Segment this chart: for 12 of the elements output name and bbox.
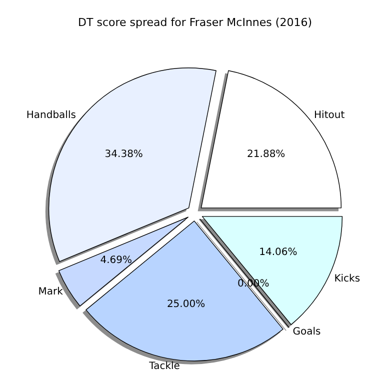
data-label: 25.00% <box>166 299 206 310</box>
data-label: 34.38% <box>104 149 143 160</box>
slice-label: Kicks <box>334 273 360 284</box>
slice-label: Hitout <box>314 110 345 121</box>
data-label: 21.88% <box>247 149 286 160</box>
slice-label: Mark <box>38 286 64 298</box>
category-label: Goals <box>292 326 321 338</box>
slice-label: Tackle <box>148 360 180 372</box>
chart-title: DT score spread for Fraser McInnes (2016) <box>78 16 312 29</box>
data-label: 4.69% <box>100 254 132 266</box>
data-label: 14.06% <box>259 246 298 258</box>
slice-label: Handballs <box>26 110 76 121</box>
